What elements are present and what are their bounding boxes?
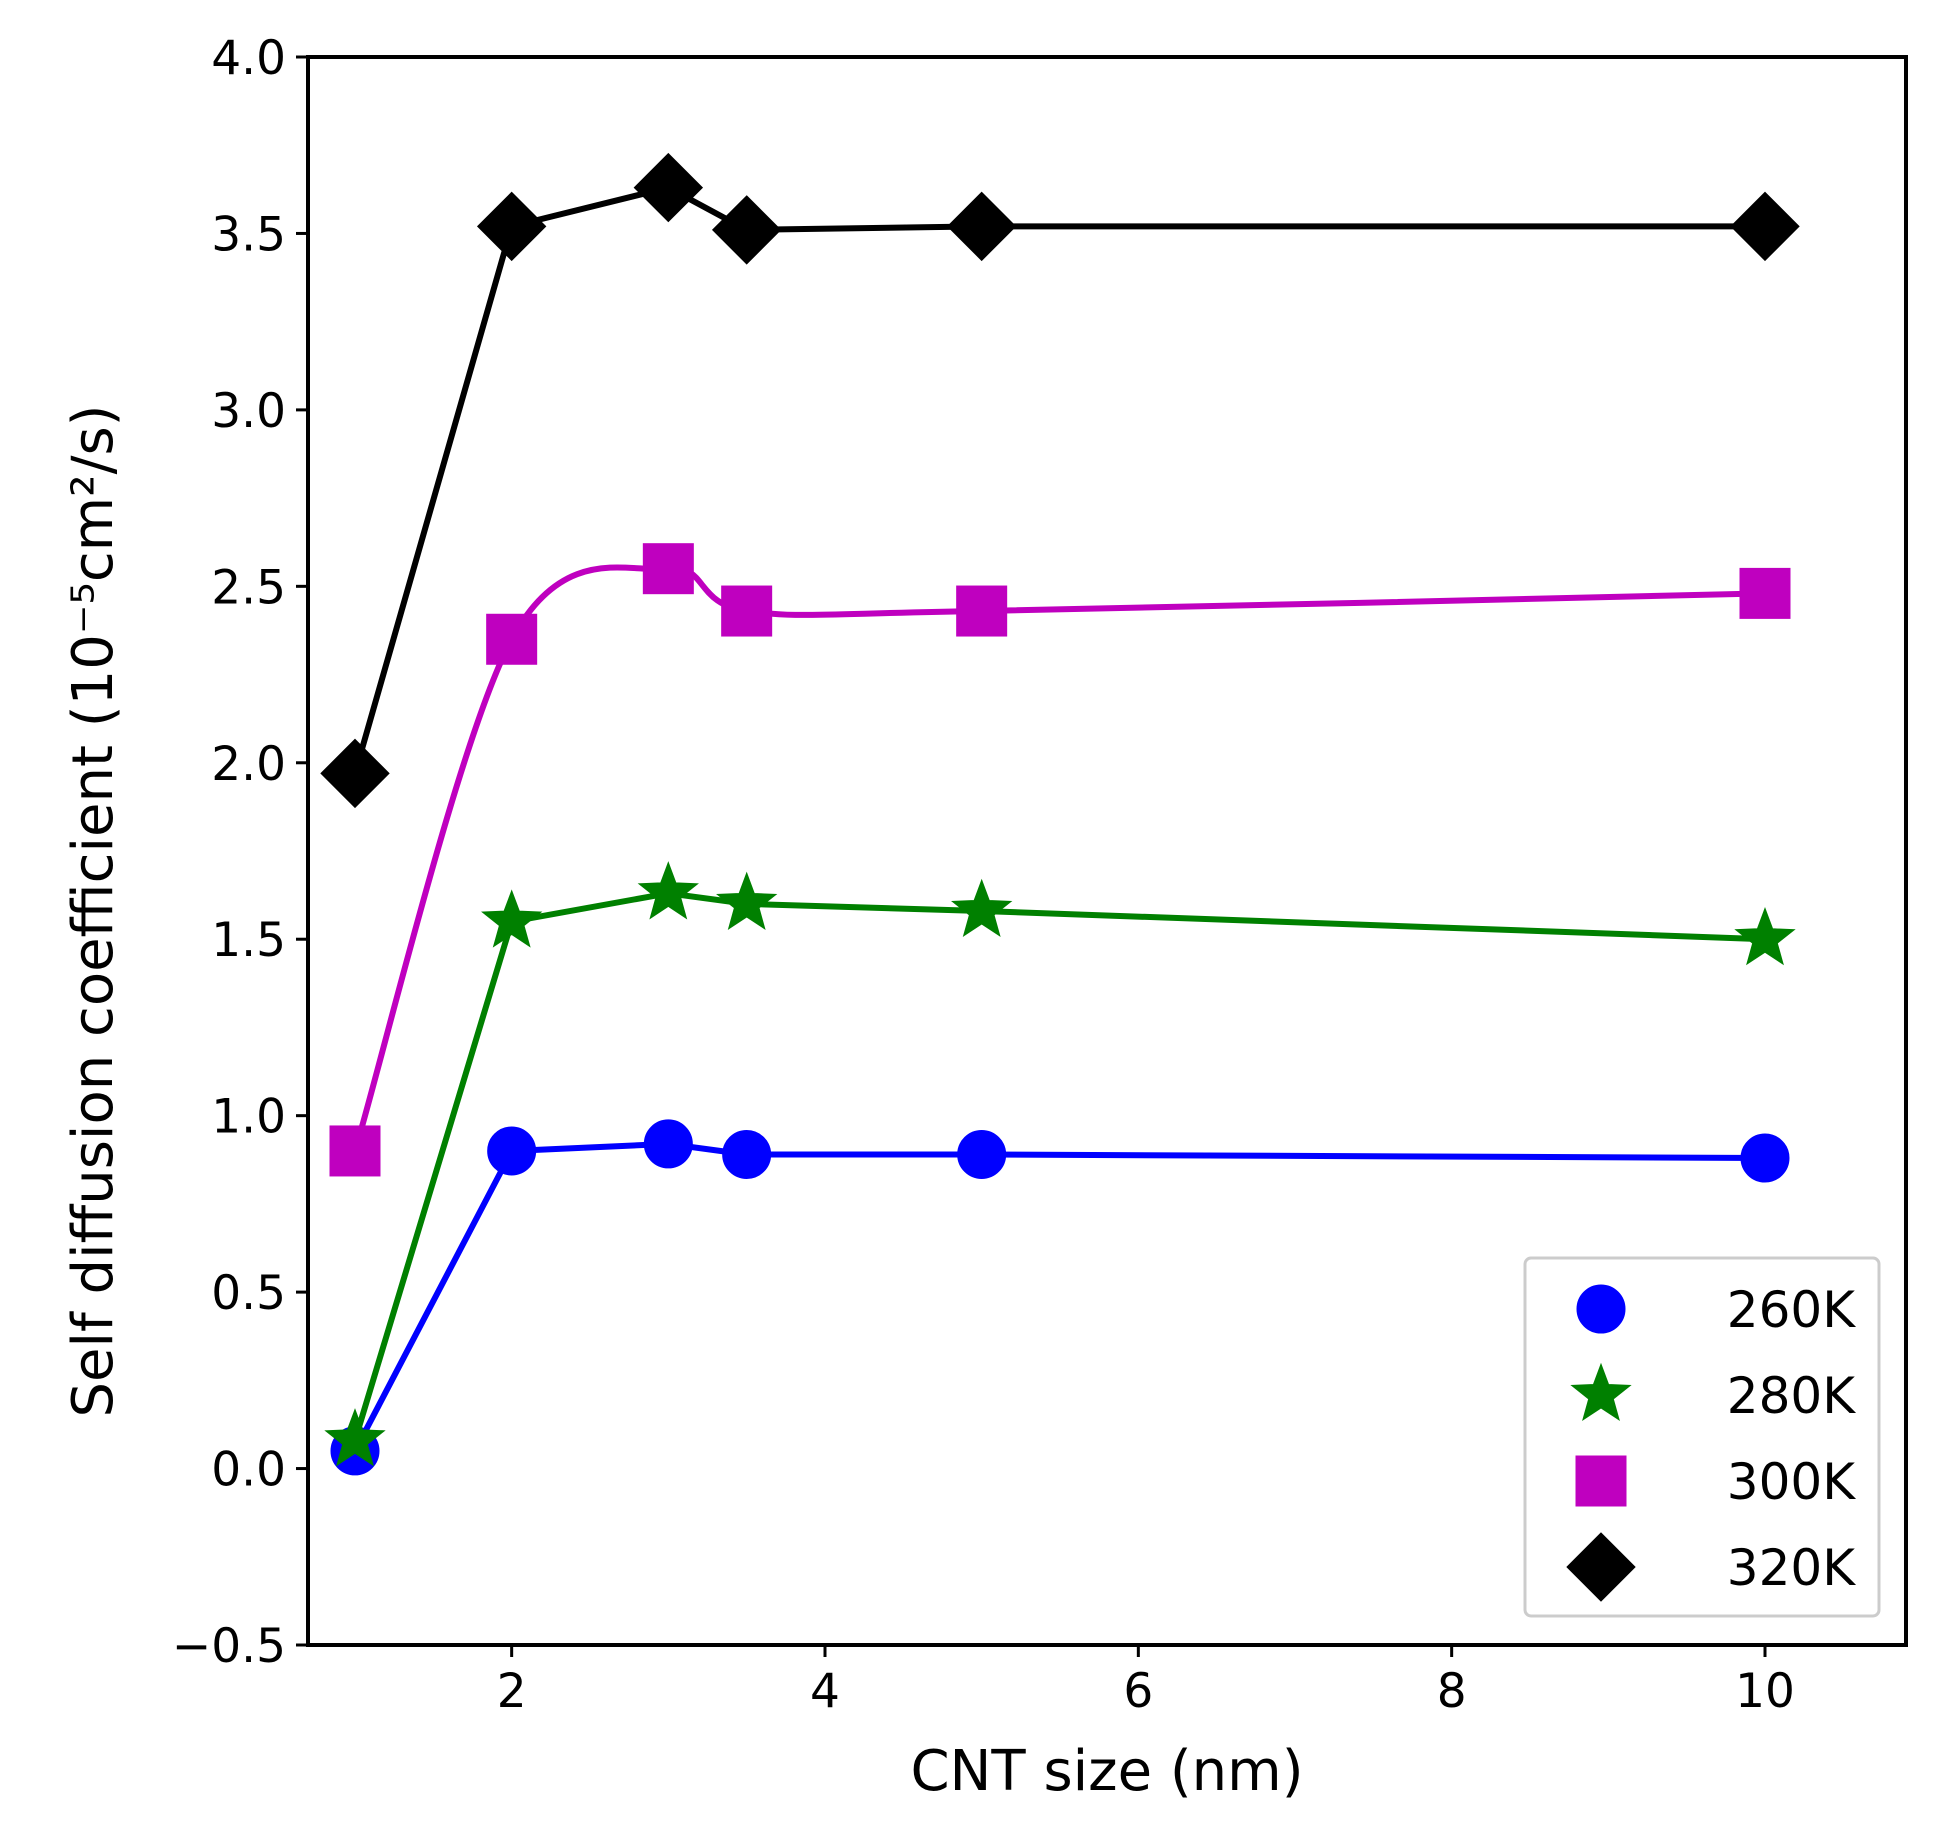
data-point-260K [722, 1129, 772, 1179]
legend: 260K 280K 300K 320K [1523, 1256, 1881, 1618]
data-point-320K [633, 152, 704, 223]
x-tick-label: 10 [1735, 1664, 1795, 1719]
y-tick-label: 0.5 [211, 1266, 286, 1321]
x-axis-ticks: 2 4 6 8 10 [497, 1645, 1795, 1719]
series-line-300K [352, 564, 1766, 1152]
data-point-320K [1730, 191, 1800, 262]
x-tick-label: 4 [810, 1664, 840, 1719]
legend-label: 300K [1727, 1453, 1856, 1511]
x-tick-label: 8 [1437, 1664, 1467, 1719]
legend-label: 260K [1727, 1281, 1856, 1339]
y-axis-title: Self diffusion coefficient (10⁻⁵cm²/s) [61, 404, 126, 1417]
data-point-320K [711, 195, 782, 265]
data-point-320K [320, 738, 390, 809]
x-tick-label: 2 [497, 1664, 527, 1719]
legend-marker-300K [1575, 1455, 1627, 1507]
data-point-260K [1740, 1133, 1790, 1183]
legend-marker-280K [1570, 1362, 1632, 1422]
data-point-320K [476, 191, 547, 262]
series-line-320K [352, 184, 1765, 775]
data-point-320K [946, 191, 1017, 262]
legend-marker-320K [1566, 1532, 1636, 1602]
y-tick-label: 2.0 [211, 737, 286, 792]
x-axis-title: CNT size (nm) [910, 1739, 1303, 1804]
data-point-300K [486, 613, 538, 665]
data-point-280K [637, 861, 699, 920]
series-line-280K [352, 890, 1766, 1442]
y-axis-ticks: −0.5 0.0 0.5 1.0 1.5 2.0 2.5 3.0 3.5 4.0 [172, 31, 308, 1674]
plot-frame [306, 55, 1908, 1647]
y-tick-label: 1.0 [211, 1090, 286, 1145]
series-markers [320, 152, 1800, 1476]
series-line-260K [352, 1140, 1766, 1453]
data-point-280K [481, 889, 543, 948]
data-point-260K [957, 1129, 1007, 1179]
legend-label: 280K [1727, 1367, 1856, 1425]
data-point-300K [721, 585, 773, 637]
y-tick-label: −0.5 [172, 1619, 286, 1674]
legend-label: 320K [1727, 1539, 1856, 1597]
data-point-280K [324, 1408, 386, 1467]
data-point-300K [329, 1125, 381, 1177]
legend-marker-260K [1576, 1284, 1626, 1334]
y-tick-label: 2.5 [211, 560, 286, 615]
data-point-300K [1739, 567, 1791, 619]
y-tick-label: 0.0 [211, 1443, 286, 1498]
y-tick-label: 1.5 [211, 913, 286, 968]
data-point-300K [642, 543, 694, 595]
data-point-280K [951, 878, 1013, 938]
y-tick-label: 3.0 [211, 384, 286, 439]
x-tick-label: 6 [1123, 1664, 1153, 1719]
data-point-260K [643, 1119, 693, 1169]
data-point-280K [1734, 906, 1796, 966]
y-tick-label: 4.0 [211, 31, 286, 86]
data-point-260K [487, 1126, 537, 1176]
y-tick-label: 3.5 [211, 207, 286, 262]
series-lines [352, 184, 1766, 1453]
legend-box [1523, 1256, 1881, 1618]
data-point-300K [956, 585, 1008, 637]
data-point-280K [716, 871, 778, 931]
